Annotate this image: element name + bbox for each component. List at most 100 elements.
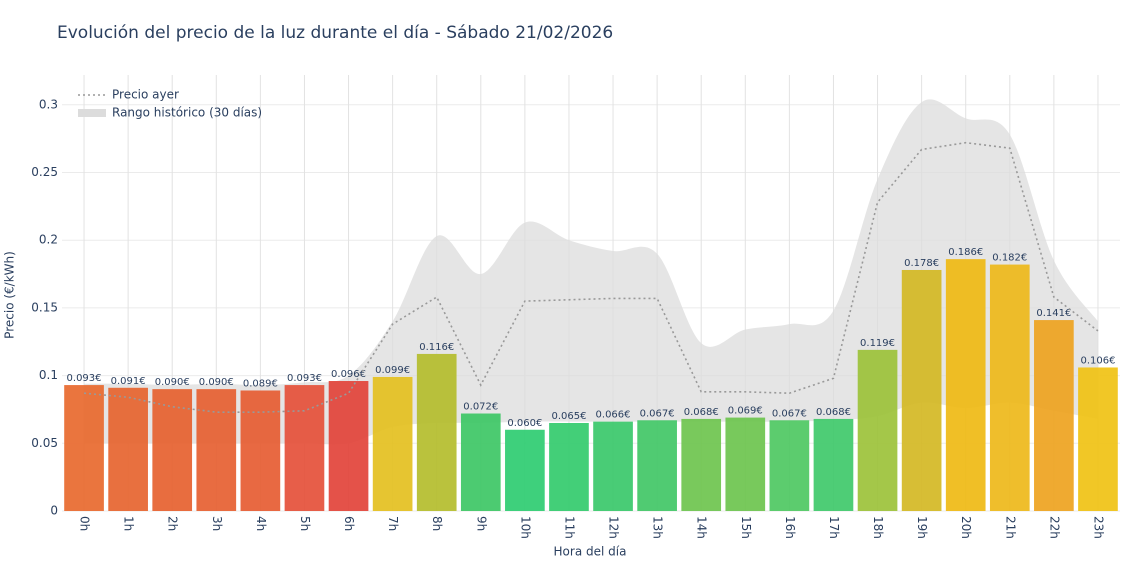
bar (945, 259, 986, 511)
x-tick-label: 17h (827, 516, 841, 539)
y-tick-label: 0.15 (31, 300, 58, 314)
bar (1078, 367, 1118, 511)
x-tick: 5h (298, 516, 312, 531)
bar (240, 390, 281, 511)
x-tick: 2h (166, 516, 180, 531)
bar (460, 413, 501, 511)
x-tick-label: 15h (739, 516, 753, 539)
value-label: 0.093€ (67, 373, 102, 384)
x-tick-label: 5h (298, 516, 312, 531)
value-label: 0.067€ (772, 408, 807, 419)
bar (1034, 320, 1074, 511)
x-tick: 6h (342, 516, 356, 531)
x-tick-label: 12h (607, 516, 621, 539)
bar (725, 417, 766, 511)
bar (284, 385, 325, 511)
bar (64, 385, 104, 511)
bar (549, 422, 589, 511)
x-tick-label: 13h (651, 516, 665, 539)
value-label: 0.178€ (904, 258, 939, 269)
x-tick-label: 16h (783, 516, 797, 539)
y-tick-label: 0.25 (31, 165, 58, 179)
value-label: 0.096€ (331, 369, 366, 380)
bar (328, 381, 369, 511)
x-tick: 11h (562, 516, 576, 539)
x-tick-label: 4h (254, 516, 268, 531)
value-label: 0.093€ (287, 373, 322, 384)
x-tick-label: 11h (562, 516, 576, 539)
range-area (84, 99, 1098, 445)
value-label: 0.067€ (640, 408, 675, 419)
x-tick-label: 6h (342, 516, 356, 531)
y-tick-label: 0.3 (39, 97, 58, 111)
x-tick: 13h (651, 516, 665, 539)
x-tick-label: 21h (1003, 516, 1017, 539)
x-tick: 23h (1091, 516, 1105, 539)
x-tick: 1h (122, 516, 136, 531)
bar (505, 429, 545, 511)
x-tick-label: 2h (166, 516, 180, 531)
bar (372, 376, 413, 511)
x-tick: 19h (915, 516, 929, 539)
x-tick-label: 22h (1047, 516, 1061, 539)
x-tick: 7h (386, 516, 400, 531)
x-tick: 4h (254, 516, 268, 531)
bar (857, 349, 898, 511)
value-label: 0.091€ (111, 376, 146, 387)
bar (416, 353, 457, 511)
x-tick-label: 0h (78, 516, 92, 531)
x-tick-label: 3h (210, 516, 224, 531)
value-label: 0.066€ (596, 410, 631, 421)
bar (152, 389, 193, 511)
x-tick: 14h (695, 516, 709, 539)
y-tick-label: 0.1 (39, 368, 58, 382)
bar (901, 269, 942, 511)
value-label: 0.090€ (155, 377, 190, 388)
legend-label: Rango histórico (30 días) (112, 106, 262, 120)
x-tick: 9h (474, 516, 488, 531)
chart-title: Evolución del precio de la luz durante e… (57, 23, 613, 43)
value-label: 0.182€ (992, 253, 1027, 264)
value-label: 0.068€ (684, 407, 719, 418)
x-tick: 21h (1003, 516, 1017, 539)
x-tick-label: 18h (871, 516, 885, 539)
x-tick: 22h (1047, 516, 1061, 539)
y-tick-label: 0.05 (31, 436, 58, 450)
x-tick: 3h (210, 516, 224, 531)
value-label: 0.089€ (243, 378, 278, 389)
x-tick-label: 10h (518, 516, 532, 539)
value-label: 0.119€ (860, 338, 895, 349)
y-tick-label: 0.2 (39, 233, 58, 247)
value-label: 0.069€ (728, 406, 763, 417)
legend-label: Precio ayer (112, 88, 179, 102)
x-tick-label: 1h (122, 516, 136, 531)
value-label: 0.099€ (375, 365, 410, 376)
y-axis-label: Precio (€/kWh) (3, 251, 17, 339)
yesterday-line (83, 141, 1099, 413)
value-label: 0.116€ (419, 342, 454, 353)
x-tick: 10h (518, 516, 532, 539)
x-tick: 16h (783, 516, 797, 539)
value-label: 0.186€ (948, 247, 983, 258)
value-label: 0.090€ (199, 377, 234, 388)
x-tick-label: 8h (430, 516, 444, 531)
bar (593, 421, 633, 511)
bar (989, 264, 1030, 511)
x-tick: 18h (871, 516, 885, 539)
bar (681, 418, 722, 511)
x-tick-label: 14h (695, 516, 709, 539)
x-tick: 0h (78, 516, 92, 531)
value-label: 0.106€ (1080, 355, 1115, 366)
legend-swatch (78, 109, 106, 117)
x-tick-label: 19h (915, 516, 929, 539)
x-tick: 15h (739, 516, 753, 539)
value-label: 0.068€ (816, 407, 851, 418)
value-label: 0.065€ (551, 411, 586, 422)
bar (196, 389, 237, 511)
x-axis-label: Hora del día (554, 545, 627, 559)
value-label: 0.141€ (1036, 308, 1071, 319)
x-tick: 12h (607, 516, 621, 539)
value-label: 0.060€ (507, 418, 542, 429)
value-label: 0.072€ (463, 402, 498, 413)
